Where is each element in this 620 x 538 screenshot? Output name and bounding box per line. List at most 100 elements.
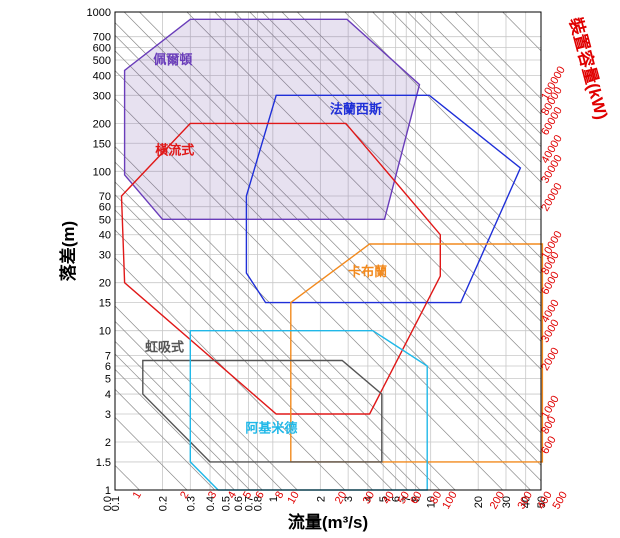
- power-line: [214, 11, 542, 342]
- x-tick-label: 10: [426, 496, 438, 508]
- power-lines-layer: [114, 11, 542, 491]
- y-tick-label: 5: [105, 374, 111, 386]
- region-虹吸式: [142, 359, 383, 463]
- y-tick-label: 600: [93, 42, 111, 54]
- y-tick-label: 2: [105, 437, 111, 449]
- x-tick-label: 7: [401, 496, 413, 502]
- x-tick-label: 0.0: [102, 496, 114, 511]
- power-line: [372, 11, 542, 183]
- power-line: [114, 369, 235, 491]
- power-tick-label: 4: [226, 490, 239, 501]
- power-tick-label: 10: [285, 490, 302, 507]
- power-tick-label: 3: [206, 490, 219, 501]
- y-tick-label: 700: [93, 32, 111, 44]
- x-tick-label: 3: [343, 496, 355, 502]
- x-tick-label: 50: [536, 496, 548, 508]
- y-tick-label: 70: [99, 191, 111, 203]
- power-line: [392, 11, 542, 163]
- power-tick-label: 8: [273, 490, 286, 501]
- power-line: [407, 11, 542, 147]
- x-tick-label: 0.7: [243, 496, 255, 511]
- power-line: [114, 465, 140, 491]
- power-line: [114, 389, 216, 491]
- y-tick-label: 300: [93, 90, 111, 102]
- region-label: 阿基米德: [245, 420, 297, 435]
- power-line: [123, 11, 542, 434]
- power-line: [281, 11, 542, 274]
- y-axis-title: 落差(m): [58, 221, 78, 281]
- region-法蘭西斯: [245, 94, 522, 304]
- region-label: 卡布蘭: [348, 264, 387, 279]
- y-tick-label: 20: [99, 278, 111, 290]
- power-line: [114, 209, 393, 491]
- power-line: [114, 50, 542, 482]
- power-axis-title: 裝置容量(kW): [565, 14, 612, 121]
- power-tick-label: 6: [253, 490, 266, 501]
- power-line: [502, 11, 542, 51]
- y-tick-label: 7: [105, 350, 111, 362]
- x-tick-label: 8: [410, 496, 422, 502]
- y-tick-label: 4: [105, 389, 111, 401]
- power-tick-label: 50: [396, 490, 413, 507]
- power-line: [114, 146, 456, 491]
- power-line: [114, 305, 298, 491]
- power-line: [114, 70, 531, 491]
- x-tick-label: 0.8: [253, 496, 265, 511]
- y-tick-label: 6: [105, 361, 111, 373]
- power-line: [344, 11, 542, 211]
- y-tick-label: 1: [105, 485, 111, 497]
- region-佩爾頓: [123, 18, 421, 221]
- region-label: 虹吸式: [145, 340, 184, 355]
- power-line: [139, 11, 542, 418]
- y-tick-label: 30: [99, 250, 111, 262]
- power-tick-label: 5: [241, 490, 254, 501]
- x-tick-label: 0.2: [158, 496, 170, 511]
- power-tick-label: 20: [333, 490, 350, 507]
- power-line: [114, 417, 188, 491]
- y-tick-label: 40: [99, 230, 111, 242]
- region-卡布蘭: [290, 243, 544, 463]
- power-tick-label: 30: [361, 490, 378, 507]
- y-tick-label: 150: [93, 138, 111, 150]
- power-line: [419, 11, 542, 135]
- x-tick-label: 5: [378, 496, 390, 502]
- power-tick-label: 500: [550, 490, 570, 512]
- y-tick-label: 500: [93, 55, 111, 67]
- x-tick-label: 2: [315, 496, 327, 502]
- x-axis-title: 流量(m³/s): [288, 512, 368, 532]
- power-line: [114, 22, 542, 453]
- ticks-layer: 11.5234567101520304050607010015020030040…: [87, 7, 548, 511]
- power-line: [114, 353, 251, 491]
- x-tick-label: 0.1: [110, 496, 122, 511]
- region-label: 佩爾頓: [153, 52, 192, 67]
- x-tick-label: 40: [521, 496, 533, 508]
- power-tick-label: 100: [440, 490, 460, 512]
- x-tick-label: 4: [363, 496, 375, 502]
- power-line: [297, 11, 542, 259]
- power-line: [439, 11, 542, 115]
- x-tick-label: 1: [268, 496, 280, 502]
- power-tick-label: 2: [178, 490, 191, 501]
- y-tick-label: 200: [93, 118, 111, 130]
- power-line: [114, 98, 503, 491]
- region-橫流式: [120, 122, 441, 415]
- y-tick-label: 50: [99, 214, 111, 226]
- x-tick-label: 30: [501, 496, 513, 508]
- y-tick-label: 3: [105, 409, 111, 421]
- x-tick-label: 0.5: [220, 496, 232, 511]
- power-line: [114, 161, 441, 491]
- x-tick-label: 0.6: [233, 496, 245, 511]
- x-tick-label: 20: [473, 496, 485, 508]
- power-line: [249, 11, 542, 307]
- y-tick-label: 10: [99, 326, 111, 338]
- power-line: [114, 181, 421, 491]
- region-label: 橫流式: [155, 142, 194, 157]
- y-tick-label: 1.5: [96, 457, 111, 469]
- power-tick-label: 60: [408, 490, 425, 507]
- x-tick-label: 0.4: [205, 496, 217, 511]
- power-tick-label: 1: [131, 490, 144, 501]
- power-line: [114, 194, 408, 491]
- plot-frame: [114, 11, 542, 491]
